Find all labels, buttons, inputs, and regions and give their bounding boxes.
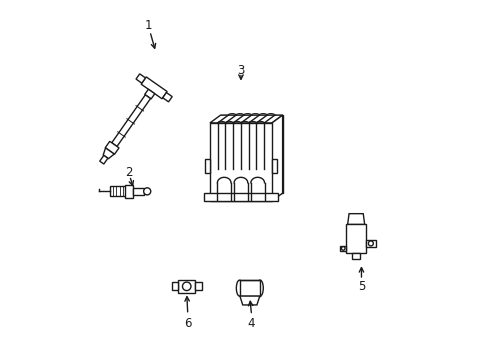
Polygon shape	[112, 95, 150, 147]
Polygon shape	[125, 185, 133, 198]
Polygon shape	[351, 253, 359, 259]
Polygon shape	[163, 93, 172, 102]
Polygon shape	[100, 156, 108, 164]
Polygon shape	[204, 159, 209, 173]
Polygon shape	[339, 246, 346, 251]
Polygon shape	[239, 280, 260, 296]
Polygon shape	[209, 123, 271, 201]
Circle shape	[341, 247, 344, 250]
Polygon shape	[136, 74, 145, 83]
Text: 1: 1	[145, 19, 152, 32]
Polygon shape	[271, 115, 282, 201]
Text: 4: 4	[247, 317, 255, 330]
Ellipse shape	[256, 280, 263, 296]
Polygon shape	[347, 214, 364, 224]
Circle shape	[143, 188, 150, 195]
Polygon shape	[240, 296, 259, 305]
Polygon shape	[103, 148, 114, 159]
Polygon shape	[144, 89, 155, 99]
Text: 2: 2	[125, 166, 133, 179]
Polygon shape	[271, 159, 277, 173]
Text: 6: 6	[183, 317, 191, 330]
Polygon shape	[105, 141, 119, 154]
Polygon shape	[220, 115, 282, 193]
Polygon shape	[171, 283, 178, 290]
Circle shape	[367, 241, 372, 246]
Circle shape	[182, 282, 191, 291]
Polygon shape	[203, 193, 278, 201]
Text: 5: 5	[357, 280, 365, 293]
Polygon shape	[178, 280, 195, 293]
Polygon shape	[141, 77, 167, 99]
Polygon shape	[133, 188, 143, 194]
Text: 3: 3	[237, 64, 244, 77]
Polygon shape	[346, 224, 365, 253]
Polygon shape	[365, 240, 375, 247]
Polygon shape	[209, 115, 282, 123]
Ellipse shape	[236, 280, 242, 296]
Polygon shape	[110, 186, 126, 196]
Polygon shape	[195, 283, 201, 290]
